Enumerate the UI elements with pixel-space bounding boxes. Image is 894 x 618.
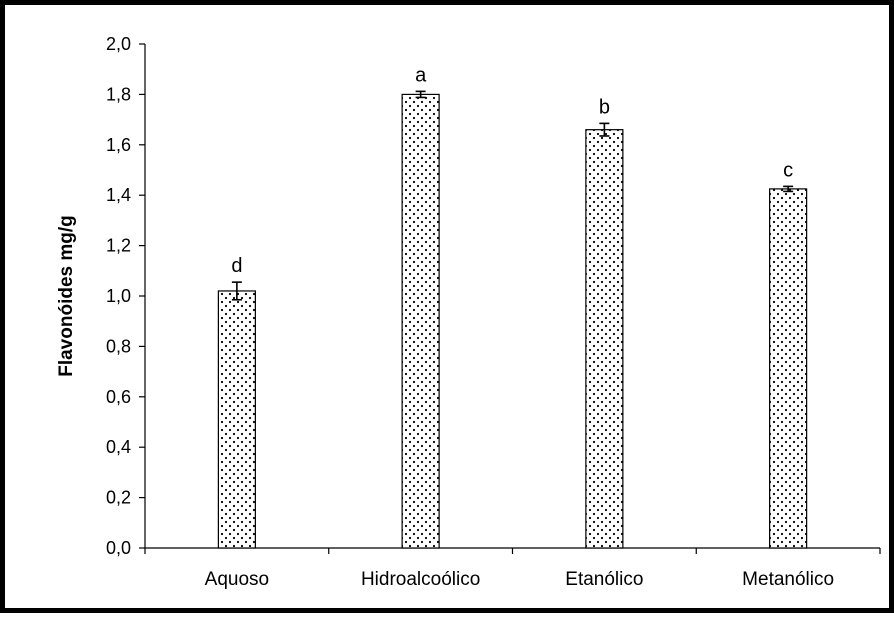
y-tick-label: 0,6 bbox=[106, 387, 131, 407]
significance-label-1: a bbox=[415, 64, 427, 86]
category-label-3: Metanólico bbox=[742, 569, 834, 590]
y-tick-label: 1,8 bbox=[106, 84, 131, 104]
y-tick-label: 0,4 bbox=[106, 437, 131, 457]
bar-1 bbox=[401, 93, 440, 549]
bar-0 bbox=[217, 290, 256, 549]
y-tick-label: 1,4 bbox=[106, 185, 131, 205]
category-label-2: Etanólico bbox=[565, 569, 643, 590]
significance-label-2: b bbox=[599, 96, 610, 118]
y-tick-label: 2,0 bbox=[106, 34, 131, 54]
significance-label-3: c bbox=[783, 159, 793, 181]
y-tick-label: 1,2 bbox=[106, 236, 131, 256]
y-tick-label: 1,0 bbox=[106, 286, 131, 306]
y-tick-label: 0,2 bbox=[106, 488, 131, 508]
bar-2 bbox=[585, 129, 624, 549]
y-tick-label: 0,8 bbox=[106, 336, 131, 356]
category-label-0: Aquoso bbox=[205, 569, 269, 590]
y-axis-label: Flavonóides mg/g bbox=[56, 215, 77, 377]
y-tick-label: 1,6 bbox=[106, 135, 131, 155]
bar-3 bbox=[769, 188, 808, 549]
category-label-1: Hidroalcoólico bbox=[361, 569, 480, 590]
y-tick-label: 0,0 bbox=[106, 538, 131, 558]
significance-label-0: d bbox=[231, 255, 242, 277]
plot-area: 0,0 0,2 0,4 0,6 0,8 1,0 1,2 1,4 1,6 1,8 2,0 d Aquoso… bbox=[106, 34, 881, 590]
